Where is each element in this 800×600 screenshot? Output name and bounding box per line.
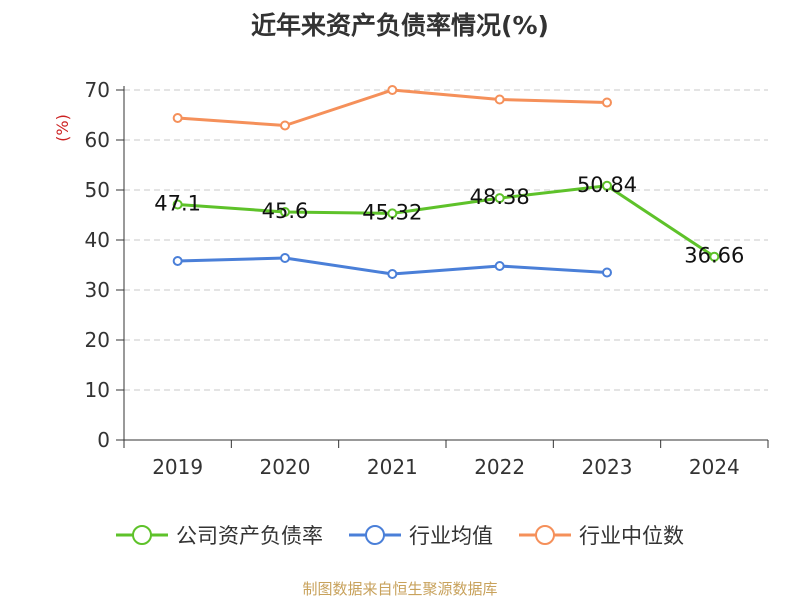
y-tick-label: 70 bbox=[85, 78, 110, 102]
data-point bbox=[387, 269, 398, 279]
legend-marker bbox=[365, 525, 385, 545]
series-line bbox=[177, 88, 608, 127]
series-line bbox=[177, 184, 716, 258]
x-tick-label: 2019 bbox=[152, 455, 203, 479]
data-point bbox=[172, 256, 183, 266]
legend-marker bbox=[132, 525, 152, 545]
data-label: 45.32 bbox=[362, 200, 422, 224]
data-point bbox=[602, 180, 612, 191]
source-note: 制图数据来自恒生聚源数据库 bbox=[302, 580, 498, 598]
data-point bbox=[280, 207, 290, 217]
data-point bbox=[280, 120, 290, 131]
data-label: 36.66 bbox=[684, 244, 744, 268]
y-tick-label: 10 bbox=[85, 378, 110, 402]
legend-swatch bbox=[519, 525, 571, 545]
data-point bbox=[494, 94, 505, 105]
data-point bbox=[494, 261, 505, 271]
data-point bbox=[172, 113, 183, 123]
data-point bbox=[602, 267, 612, 278]
legend-marker bbox=[535, 525, 555, 545]
y-tick-label: 50 bbox=[85, 178, 110, 202]
x-tick-label: 2022 bbox=[474, 455, 525, 479]
chart-title: 近年来资产负债率情况(%) bbox=[251, 11, 549, 40]
data-label: 45.6 bbox=[262, 199, 309, 223]
legend-swatch bbox=[349, 525, 401, 545]
data-label: 50.84 bbox=[577, 173, 637, 197]
legend-item[interactable]: 公司资产负债率 bbox=[116, 520, 323, 550]
data-point bbox=[280, 253, 290, 263]
y-tick-label: 20 bbox=[85, 328, 110, 352]
x-tick-label: 2024 bbox=[689, 455, 740, 479]
x-tick-label: 2023 bbox=[582, 455, 633, 479]
legend-label: 行业中位数 bbox=[579, 524, 684, 548]
data-label: 48.38 bbox=[470, 185, 530, 209]
x-tick-label: 2020 bbox=[260, 455, 311, 479]
legend-item[interactable]: 行业均值 bbox=[349, 520, 493, 550]
y-axis-label: (%) bbox=[53, 114, 72, 142]
legend: 公司资产负债率 行业均值 行业中位数 bbox=[0, 520, 800, 550]
data-point bbox=[172, 199, 183, 210]
legend-label: 行业均值 bbox=[409, 524, 493, 548]
y-tick-label: 40 bbox=[85, 228, 110, 252]
legend-item[interactable]: 行业中位数 bbox=[519, 520, 684, 550]
y-tick-label: 60 bbox=[85, 128, 110, 152]
y-tick-label: 30 bbox=[85, 278, 110, 302]
y-tick-label: 0 bbox=[97, 428, 110, 452]
data-point bbox=[494, 193, 505, 204]
data-point bbox=[709, 251, 720, 262]
legend-swatch bbox=[116, 525, 168, 545]
data-point bbox=[602, 97, 612, 108]
data-point bbox=[387, 208, 398, 219]
data-point bbox=[387, 85, 398, 95]
legend-label: 公司资产负债率 bbox=[176, 524, 323, 548]
data-label: 47.1 bbox=[154, 192, 201, 216]
x-tick-label: 2021 bbox=[367, 455, 418, 479]
